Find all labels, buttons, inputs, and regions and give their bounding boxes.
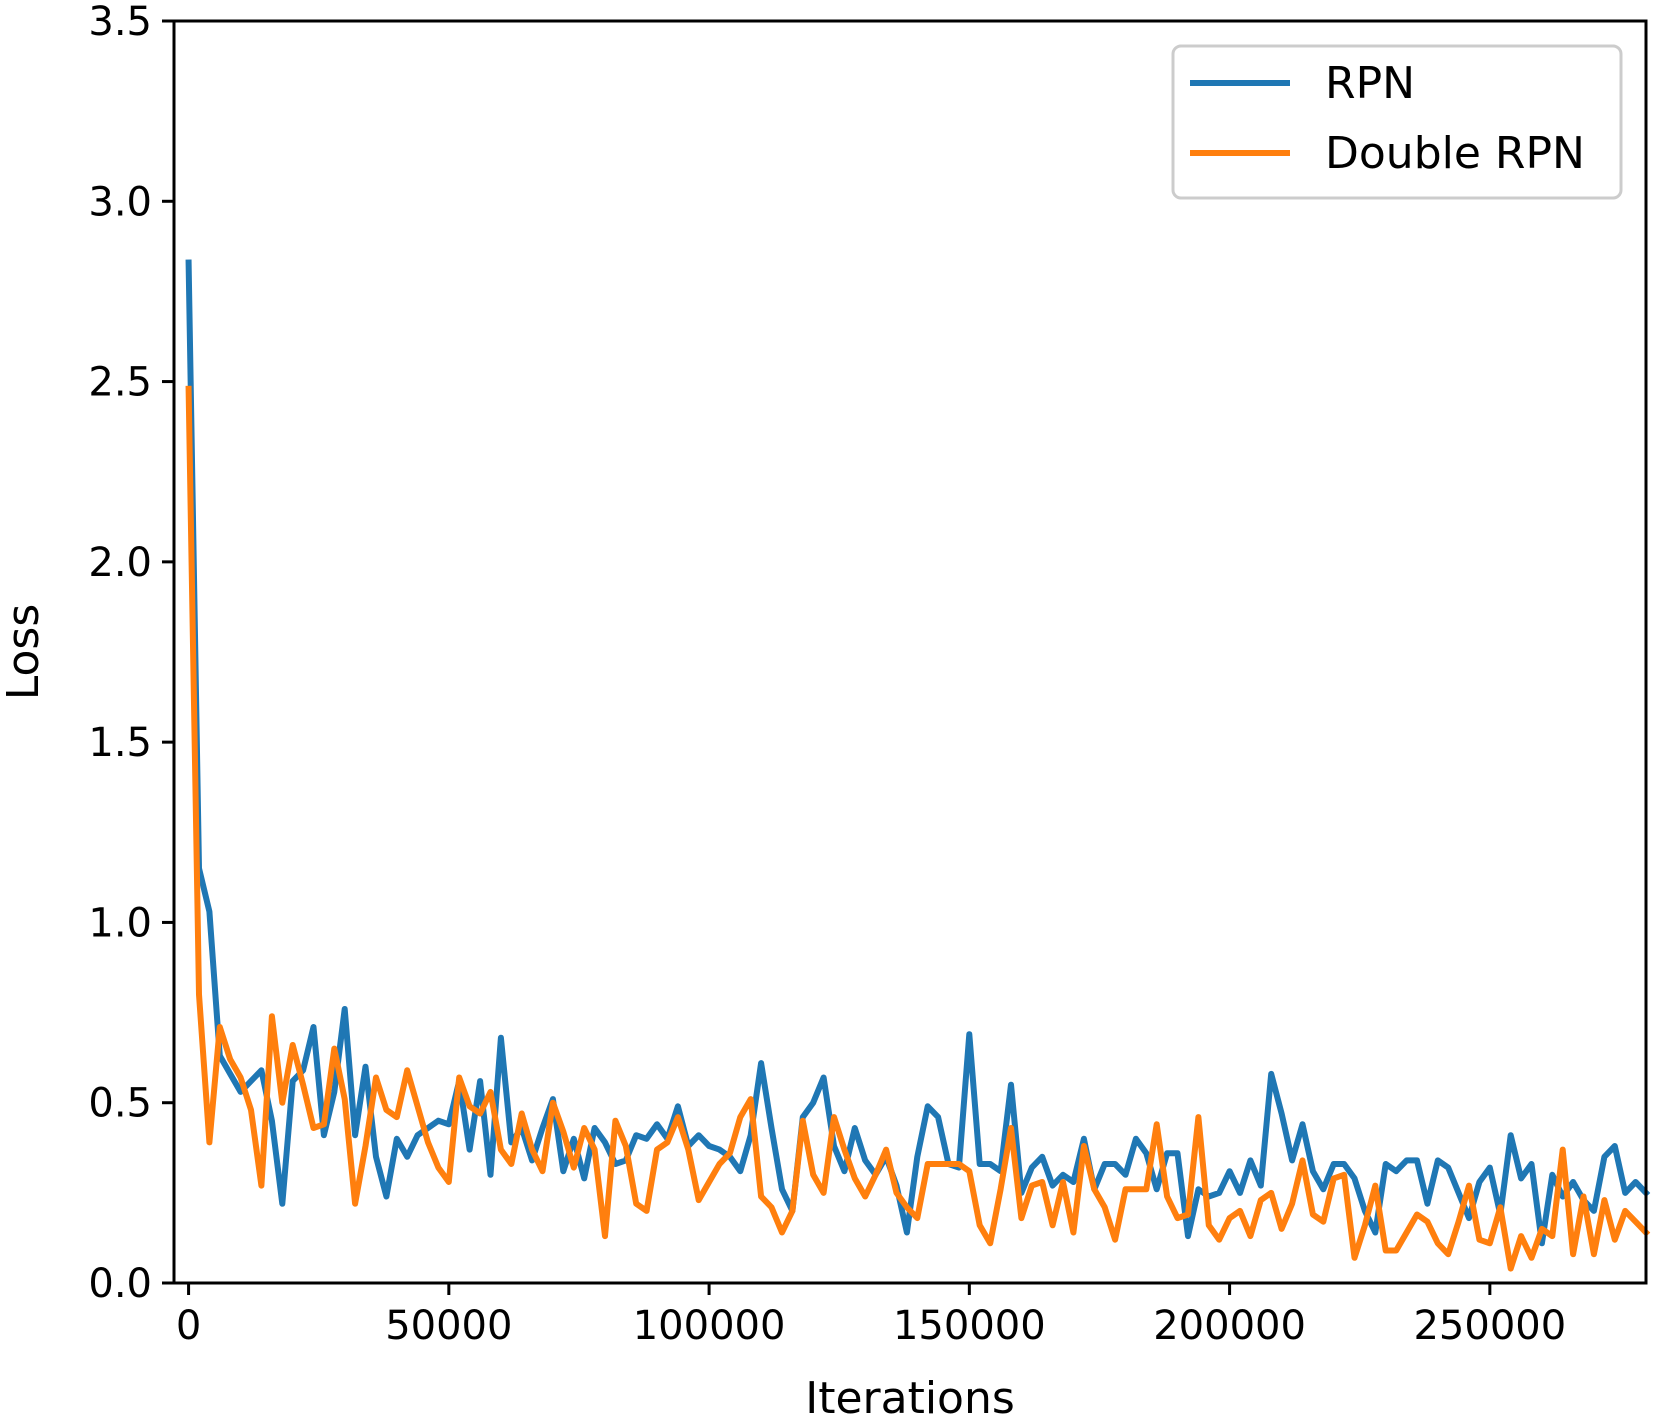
- y-tick-label: 0.5: [88, 1081, 152, 1127]
- series-line-double-rpn: [185, 385, 1651, 1272]
- y-tick-label: 2.5: [88, 360, 152, 406]
- y-tick-label: 3.5: [88, 0, 152, 45]
- x-tick-label: 250000: [1413, 1303, 1566, 1349]
- series-line-rpn: [185, 259, 1651, 1247]
- y-tick-label: 1.0: [88, 900, 152, 946]
- y-axis-label: Loss: [0, 604, 49, 701]
- y-tick-label: 0.0: [88, 1261, 152, 1307]
- y-tick-label: 1.5: [88, 720, 152, 766]
- y-axis-ticks: 0.0 0.5 1.0 1.5 2.0 2.5 3.0 3.5: [88, 0, 174, 1307]
- x-axis-ticks: 0 50000 100000 150000 200000 250000: [176, 1283, 1566, 1349]
- legend-label-double-rpn: Double RPN: [1325, 128, 1585, 179]
- x-axis-label: Iterations: [805, 1373, 1015, 1422]
- x-tick-label: 150000: [893, 1303, 1046, 1349]
- plot-frame: [172, 19, 1648, 1285]
- x-tick-label: 50000: [385, 1303, 512, 1349]
- x-tick-label: 200000: [1153, 1303, 1306, 1349]
- series-layer: [185, 259, 1651, 1272]
- legend: RPN Double RPN: [1171, 44, 1623, 200]
- y-tick-label: 2.0: [88, 540, 152, 586]
- x-tick-label: 100000: [633, 1303, 786, 1349]
- legend-label-rpn: RPN: [1325, 58, 1415, 109]
- y-tick-label: 3.0: [88, 179, 152, 225]
- x-tick-label: 0: [176, 1303, 201, 1349]
